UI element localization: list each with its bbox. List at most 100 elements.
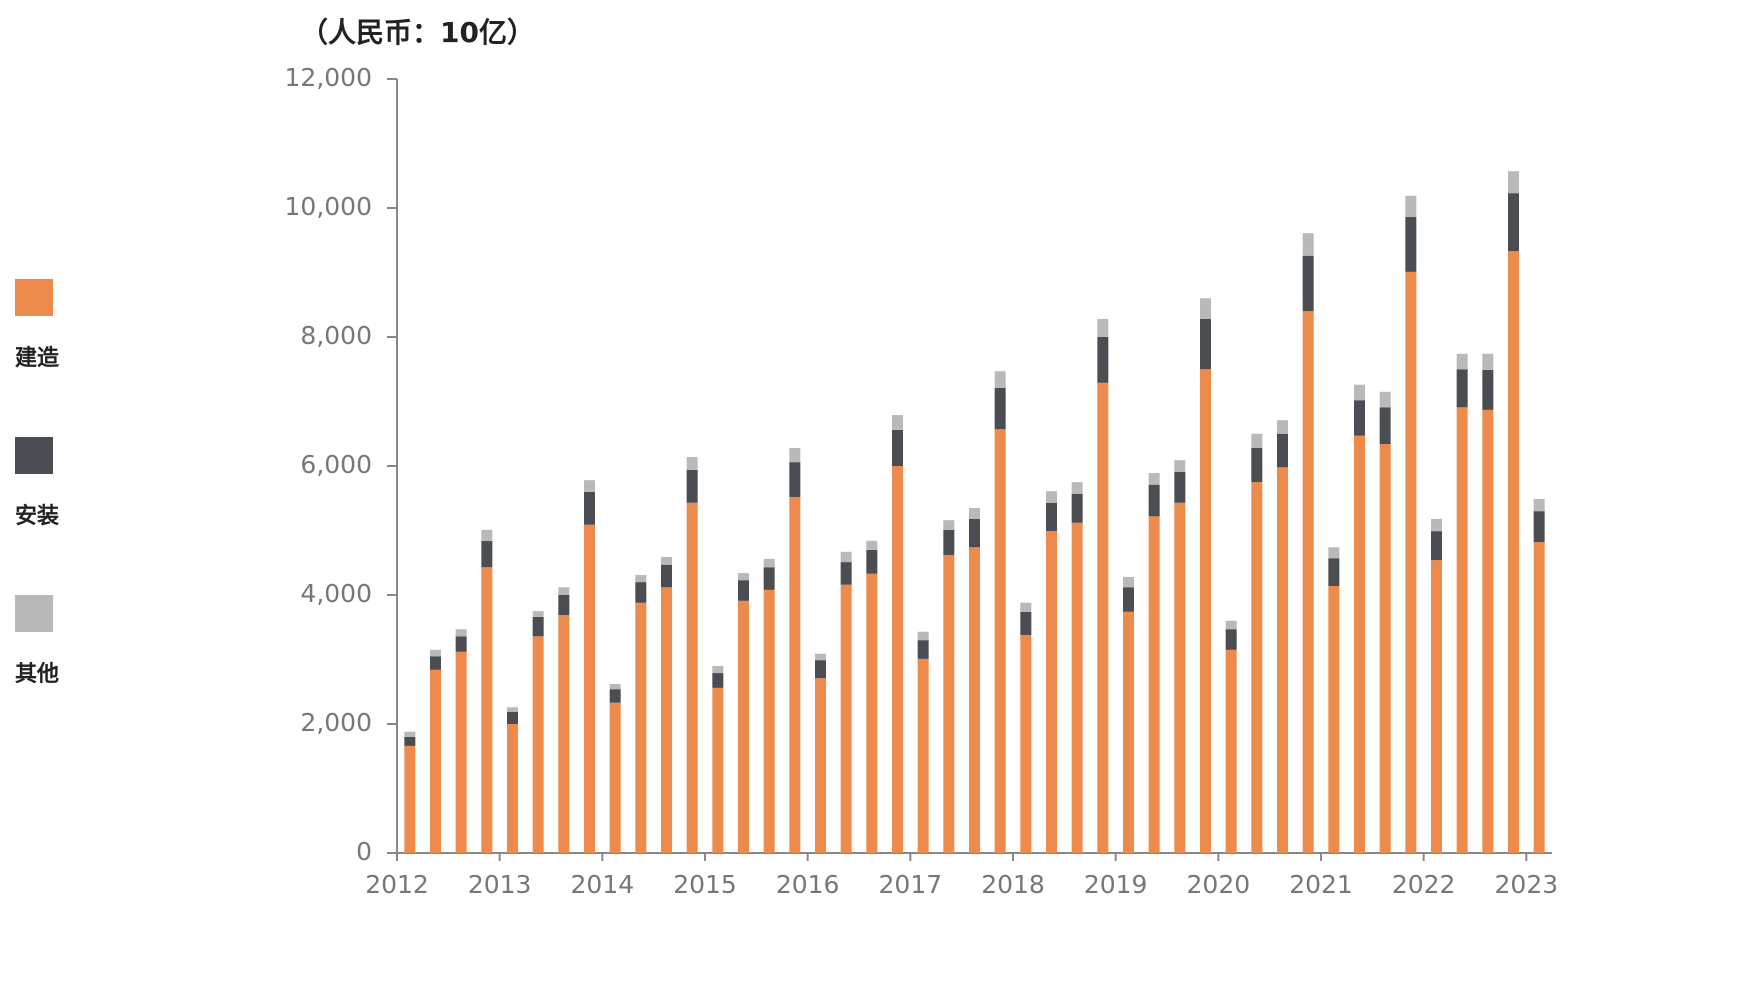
bar-segment [558,587,570,595]
bar-segment [635,602,647,853]
bar-segment [1123,576,1134,588]
bar-segment [1225,629,1237,650]
bar-segment [994,387,1006,430]
bar-segment [1302,233,1314,256]
bar-segment [892,466,903,853]
bar-segment [1046,502,1057,532]
bar-segment [1431,531,1442,561]
bar-segment [1020,602,1032,612]
bar-segment [1046,491,1057,503]
bar-segment [609,689,621,703]
x-tick-label: 2018 [981,870,1045,899]
x-tick-label: 2017 [879,870,943,899]
bar-segment [943,529,955,556]
bar-segment [1148,473,1160,485]
bar-segment [917,658,929,853]
bar-segment [1405,195,1417,218]
bar-segment [558,614,570,853]
y-tick-label: 6,000 [300,450,372,479]
y-tick-label: 4,000 [300,579,372,608]
bar-segment [1277,420,1288,434]
x-tick-label: 2013 [468,870,532,899]
bar-segment [1251,482,1263,853]
bar-segment [712,673,724,688]
bar-segment [892,429,903,466]
bar-segment [1482,353,1494,370]
bar-segment [430,669,441,853]
x-tick-label: 2023 [1495,870,1559,899]
bar-segment [1097,337,1109,383]
bar-segment [1533,511,1545,543]
chart-title: （人民币：10亿） [300,16,535,49]
bar-segment [661,564,672,588]
bar-segment [609,702,621,853]
bar-segment [532,636,544,853]
bar-segment [507,711,518,724]
bar-segment [1508,193,1519,252]
bar-segment [1277,433,1288,468]
bar-segment [532,611,544,617]
y-tick-label: 10,000 [285,192,372,221]
bar-segment [1174,471,1186,503]
bar-segment [1097,318,1109,337]
bar-segment [1020,611,1032,635]
bar-segment [1200,298,1211,319]
x-tick-label: 2015 [673,870,737,899]
bar-segment [1379,391,1391,408]
bar-segment [815,653,826,661]
bar-segment [763,558,775,568]
legend-swatch [15,595,53,632]
bar-segment [481,540,493,568]
bar-segment [1046,531,1057,853]
bar-segment [815,660,826,679]
bar-segment [1482,409,1494,853]
bar-segment [1533,542,1545,853]
bar-segment [738,580,749,601]
bar-segment [1482,369,1494,410]
bar-segment [507,707,518,712]
y-tick-label: 2,000 [300,708,372,737]
bar-segment [1251,433,1263,448]
bar-segment [430,649,441,657]
bar-segment [917,640,929,659]
bar-segment [1020,634,1032,853]
bar-segment [917,631,929,641]
y-tick-label: 0 [356,837,372,866]
bar-segment [404,731,416,737]
bar-segment [1508,251,1519,854]
x-tick-label: 2020 [1187,870,1251,899]
x-tick-label: 2012 [365,870,429,899]
bar-segment [661,556,672,565]
x-tick-label: 2021 [1289,870,1353,899]
bar-segment [943,520,955,530]
y-tick-label: 12,000 [285,63,372,92]
bar-segment [969,518,980,548]
bar-segment [1148,516,1160,853]
bar-segment [1328,558,1340,586]
bar-segment [1405,271,1417,854]
bar-segment [1508,171,1519,194]
bar-segment [686,456,698,470]
bar-segment [635,575,647,583]
bar-segment [712,687,724,853]
bar-segment [712,665,724,674]
bar-segment [1379,407,1391,445]
bar-segment [584,524,595,853]
bar-segment [815,678,826,853]
bar-segment [404,736,416,746]
bar-segment [507,724,518,853]
bar-segment [532,616,544,637]
bar-segment [1302,255,1314,312]
bar-segment [635,582,647,603]
bar-segment [584,480,595,492]
bar-segment [1431,518,1442,532]
bar-segment [789,462,801,497]
bar-segment [609,684,621,690]
bar-segment [1174,502,1186,853]
bar-segment [455,629,467,637]
x-tick-label: 2016 [776,870,840,899]
bar-segment [404,745,416,853]
bar-segment [1354,384,1365,401]
bar-segment [1123,587,1134,612]
